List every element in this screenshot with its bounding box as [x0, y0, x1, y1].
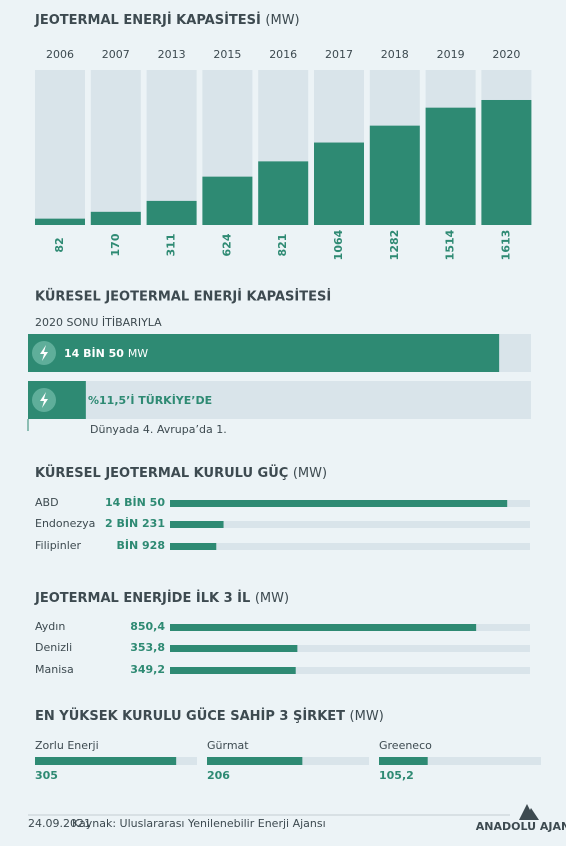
column-bar	[146, 200, 197, 225]
bar	[170, 521, 224, 528]
bar	[170, 624, 477, 631]
highlight-bar	[28, 334, 500, 372]
year-label: 2015	[213, 48, 241, 61]
value-label: 624	[220, 233, 233, 256]
year-label: 2013	[158, 48, 186, 61]
column-bar	[481, 99, 532, 225]
highlight-text: 14 BİN 50 MW	[64, 346, 148, 360]
title-text: KÜRESEL JEOTERMAL KURULU GÜÇ	[35, 465, 288, 481]
bar-track	[170, 645, 530, 652]
category-label: Zorlu Enerji	[35, 739, 99, 752]
value-label: 305	[35, 769, 58, 782]
logo-text: ANADOLU AJANSI	[476, 820, 566, 833]
section-title: JEOTERMAL ENERJİ KAPASİTESİ (MW)	[34, 12, 300, 28]
title-text: JEOTERMAL ENERJİDE İLK 3 İL	[34, 590, 250, 606]
column-bar	[35, 218, 85, 225]
section-title: JEOTERMAL ENERJİDE İLK 3 İL (MW)	[34, 590, 289, 606]
bar	[379, 757, 428, 765]
column-bar	[314, 142, 364, 225]
bar	[207, 757, 303, 765]
value-label: 14 BİN 50	[105, 495, 165, 509]
value-label: 353,8	[130, 641, 165, 654]
year-label: 2020	[492, 48, 520, 61]
year-label: 2018	[381, 48, 409, 61]
category-label: Greeneco	[379, 739, 432, 752]
title-unit: (MW)	[255, 591, 289, 606]
footer-source: Kaynak: Uluslararası Yenilenebilir Enerj…	[72, 817, 326, 830]
value-label: 1064	[332, 229, 345, 260]
column-bar	[369, 125, 420, 225]
value-label: 1514	[444, 229, 457, 260]
highlight-track	[28, 381, 531, 419]
title-unit: (MW)	[265, 13, 299, 28]
category-label: Denizli	[35, 641, 72, 654]
year-label: 2017	[325, 48, 353, 61]
title-unit: (MW)	[293, 466, 327, 481]
value-label: 349,2	[130, 663, 165, 676]
column-track	[35, 70, 85, 225]
column-bar	[90, 211, 141, 225]
column-track	[146, 70, 197, 225]
value-label: 311	[165, 234, 178, 257]
bar-track	[170, 521, 530, 528]
icon-bolt	[40, 345, 48, 361]
value-label: 850,4	[130, 620, 165, 633]
title-text: EN YÜKSEK KURULU GÜCE SAHİP 3 ŞİRKET	[35, 708, 345, 724]
section-title: EN YÜKSEK KURULU GÜCE SAHİP 3 ŞİRKET (MW…	[35, 708, 384, 724]
bar	[35, 757, 177, 765]
bar-track	[170, 667, 530, 674]
column-bar	[202, 176, 253, 225]
column-bar	[258, 161, 309, 225]
bar-track	[170, 543, 530, 550]
bar	[170, 543, 217, 550]
value-label: 2 BİN 231	[105, 516, 165, 530]
icon-bolt	[40, 392, 48, 408]
subtitle: 2020 SONU İTİBARIYLA	[35, 316, 162, 329]
category-label: Endonezya	[35, 517, 95, 530]
value-label: 1282	[388, 230, 401, 261]
note: Dünyada 4. Avrupa’da 1.	[90, 423, 227, 436]
year-label: 2019	[437, 48, 465, 61]
footer-date: 24.09.2021	[28, 817, 91, 830]
bar-track	[379, 757, 541, 765]
category-label: Aydın	[35, 620, 65, 633]
value-label: BİN 928	[117, 538, 165, 552]
highlight-text: %11,5’İ TÜRKİYE’DE	[88, 393, 212, 407]
category-label: ABD	[35, 496, 59, 509]
year-label: 2016	[269, 48, 297, 61]
value-label: 1613	[499, 230, 512, 261]
section-title: KÜRESEL JEOTERMAL ENERJİ KAPASİTESİ	[35, 289, 331, 305]
highlight-label: 14 BİN 50	[64, 346, 124, 360]
year-label: 2007	[102, 48, 130, 61]
value-label: 206	[207, 769, 230, 782]
bar	[170, 667, 296, 674]
column-track	[90, 70, 141, 225]
category-label: Gürmat	[207, 739, 249, 752]
value-label: 105,2	[379, 769, 414, 782]
column-bar	[425, 107, 476, 225]
highlight-unit: MW	[128, 347, 148, 360]
title-text: JEOTERMAL ENERJİ KAPASİTESİ	[34, 12, 261, 28]
title-unit: (MW)	[350, 709, 384, 724]
value-label: 170	[109, 233, 122, 256]
bar	[170, 500, 508, 507]
value-label: 821	[276, 234, 289, 257]
category-label: Manisa	[35, 663, 74, 676]
section-title: KÜRESEL JEOTERMAL KURULU GÜÇ (MW)	[35, 465, 327, 481]
logo-mark	[519, 804, 539, 820]
bar	[170, 645, 298, 652]
value-label: 82	[53, 237, 66, 252]
year-label: 2006	[46, 48, 74, 61]
category-label: Filipinler	[35, 539, 82, 552]
